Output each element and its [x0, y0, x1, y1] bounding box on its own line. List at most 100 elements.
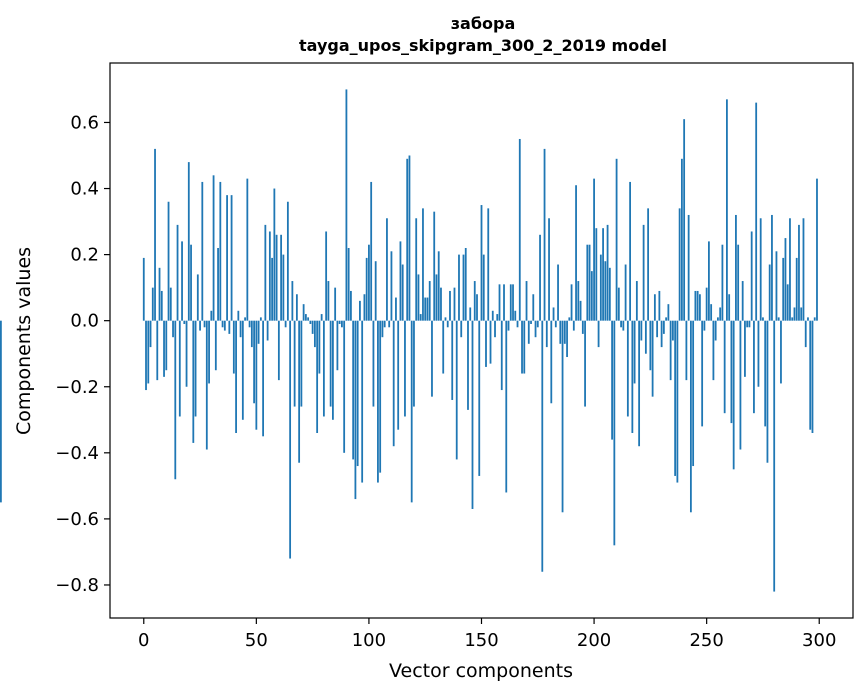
bar	[316, 320, 319, 433]
bar	[608, 267, 611, 321]
bar	[703, 320, 706, 331]
bar	[764, 320, 767, 427]
bar	[500, 320, 503, 391]
bar	[388, 320, 391, 328]
bar	[624, 264, 627, 321]
bar	[726, 99, 728, 321]
bar	[530, 320, 532, 324]
bar	[228, 320, 231, 334]
bar	[712, 320, 715, 381]
bar	[444, 317, 447, 321]
bar	[365, 257, 368, 321]
bar	[307, 317, 310, 321]
bar	[606, 224, 609, 321]
bar	[149, 320, 152, 348]
bar	[244, 317, 246, 321]
bar	[462, 254, 465, 321]
bar	[386, 218, 388, 321]
bar	[361, 320, 364, 483]
bar	[658, 290, 661, 321]
bar	[410, 320, 413, 503]
bar	[631, 320, 634, 433]
bar	[433, 211, 436, 321]
bar	[190, 244, 192, 321]
bar	[554, 320, 557, 328]
bar	[705, 287, 708, 321]
bar	[284, 320, 287, 328]
bar	[514, 310, 517, 321]
bar	[784, 238, 787, 321]
bar	[257, 320, 260, 344]
bar	[300, 320, 303, 407]
bar	[568, 317, 571, 321]
bar	[696, 290, 699, 321]
bar	[730, 320, 733, 424]
bar	[566, 320, 568, 358]
bar	[401, 264, 404, 321]
bar	[775, 251, 778, 321]
bar	[617, 287, 620, 321]
bar	[766, 320, 769, 463]
bar	[633, 320, 636, 384]
bar	[669, 320, 672, 381]
bar	[581, 320, 584, 334]
bar	[505, 320, 508, 493]
bar	[428, 281, 431, 321]
bar	[494, 320, 496, 338]
bar	[748, 320, 751, 328]
bar	[392, 320, 395, 447]
bar	[683, 119, 686, 321]
bar	[266, 320, 269, 341]
bar	[737, 244, 740, 321]
bar	[332, 320, 334, 420]
bar	[313, 320, 316, 348]
bar	[169, 287, 172, 321]
bar	[613, 320, 616, 546]
bar	[232, 320, 235, 374]
bar	[644, 320, 647, 354]
chart-title: забора	[451, 14, 516, 33]
bar	[453, 287, 456, 321]
bar	[660, 320, 663, 348]
bar	[750, 231, 753, 321]
bar	[798, 224, 800, 321]
bar	[194, 320, 197, 417]
bar	[768, 264, 771, 321]
bar	[154, 148, 156, 321]
bar	[219, 181, 222, 321]
bar	[671, 320, 674, 341]
bar	[489, 320, 492, 364]
chart-subtitle: tayga_upos_skipgram_300_2_2019 model	[299, 36, 667, 55]
bar	[246, 178, 249, 321]
bar	[185, 320, 188, 387]
bar	[649, 320, 652, 371]
bar	[746, 320, 749, 328]
bar	[791, 317, 794, 321]
bar	[482, 254, 485, 321]
bar	[241, 320, 244, 420]
bar	[473, 281, 476, 321]
bar	[255, 320, 258, 430]
bar	[460, 320, 463, 338]
bar	[377, 320, 379, 483]
bar	[507, 320, 510, 331]
bar	[210, 310, 213, 321]
bar	[295, 294, 298, 321]
bar	[322, 320, 325, 417]
bar	[509, 284, 512, 321]
bar	[604, 261, 607, 321]
bar	[719, 307, 722, 321]
bar	[280, 234, 283, 321]
y-tick-label: −0.6	[55, 509, 99, 530]
bar	[642, 224, 645, 321]
bar	[485, 320, 487, 367]
bar	[217, 248, 219, 321]
bar	[476, 294, 478, 321]
bar	[199, 320, 201, 331]
bar	[345, 89, 348, 321]
x-axis-label: Vector components	[389, 660, 573, 682]
bar	[239, 320, 242, 338]
bar	[721, 244, 724, 321]
bar	[665, 317, 668, 321]
bar	[354, 320, 357, 500]
